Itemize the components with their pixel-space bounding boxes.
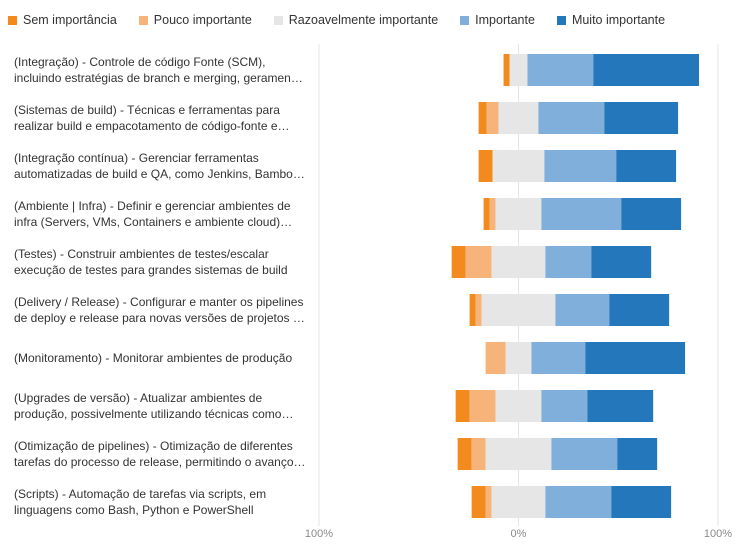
- category-label: (Integração) - Controle de código Fonte …: [14, 54, 303, 86]
- bar-segment[interactable]: [485, 438, 552, 470]
- bar-segment[interactable]: [478, 102, 487, 134]
- x-tick-label: 100%: [704, 528, 732, 540]
- bar-segment[interactable]: [481, 294, 556, 326]
- legend-label: Muito importante: [571, 13, 666, 27]
- bar-segment[interactable]: [538, 102, 605, 134]
- bar-segment[interactable]: [486, 102, 499, 134]
- legend-label: Sem importância: [23, 13, 117, 27]
- legend-item[interactable]: Razoavelmente importante: [273, 13, 439, 27]
- bar-segment[interactable]: [593, 54, 700, 86]
- bar-segment[interactable]: [491, 486, 546, 518]
- bar-segment[interactable]: [527, 54, 594, 86]
- bar-segment[interactable]: [451, 246, 466, 278]
- legend-swatch: [8, 15, 17, 25]
- x-tick-label: 0%: [511, 528, 527, 540]
- bar-segment[interactable]: [541, 198, 622, 230]
- bar-segment[interactable]: [457, 438, 472, 470]
- bar-segment[interactable]: [545, 246, 592, 278]
- legend-swatch: [273, 15, 283, 25]
- bar-segment[interactable]: [469, 294, 476, 326]
- bar-segment[interactable]: [616, 150, 677, 182]
- bar-segment[interactable]: [492, 150, 545, 182]
- bar-segment[interactable]: [509, 54, 528, 86]
- legend-item[interactable]: Importante: [460, 13, 535, 27]
- bar-segment[interactable]: [585, 342, 686, 374]
- bar-segment[interactable]: [471, 486, 486, 518]
- bar-segment[interactable]: [455, 390, 470, 422]
- legend-item[interactable]: Pouco importante: [138, 13, 252, 27]
- bar-segment[interactable]: [495, 198, 542, 230]
- chart-legend: Sem importância Pouco importante Razoavelm…: [8, 10, 665, 30]
- category-label: (Scripts) - Automação de tarefas via scr…: [14, 486, 267, 518]
- bar-segment[interactable]: [621, 198, 682, 230]
- legend-label: Pouco importante: [153, 13, 252, 27]
- bar-segment[interactable]: [617, 438, 658, 470]
- bar-segment[interactable]: [485, 486, 492, 518]
- category-label: (Otimização de pipelines) - Otimização d…: [14, 438, 306, 470]
- bar-segment[interactable]: [555, 294, 610, 326]
- legend-item[interactable]: Muito importante: [556, 13, 666, 27]
- bar-segment[interactable]: [465, 246, 492, 278]
- bar-segment[interactable]: [505, 342, 532, 374]
- bar-segment[interactable]: [611, 486, 672, 518]
- legend-item[interactable]: Sem importância: [8, 13, 117, 27]
- bar-segment[interactable]: [471, 438, 486, 470]
- category-label: (Sistemas de build) - Técnicas e ferrame…: [14, 102, 290, 134]
- bar-segment[interactable]: [551, 438, 618, 470]
- bar-segment[interactable]: [489, 198, 496, 230]
- x-tick-label: 100%: [305, 528, 333, 540]
- bar-segment[interactable]: [604, 102, 679, 134]
- category-label: (Upgrades de versão) - Atualizar ambient…: [14, 390, 294, 422]
- bar-segment[interactable]: [541, 390, 588, 422]
- bar-segment[interactable]: [591, 246, 652, 278]
- category-label: (Delivery / Release) - Configurar e mant…: [14, 294, 305, 326]
- category-label: (Monitoramento) - Monitorar ambientes de…: [14, 350, 293, 365]
- legend-label: Razoavelmente importante: [288, 13, 439, 27]
- category-label: (Testes) - Construir ambientes de testes…: [14, 246, 288, 278]
- legend-swatch: [460, 15, 470, 25]
- bar-segment[interactable]: [544, 150, 617, 182]
- legend-label: Importante: [475, 13, 535, 27]
- bar-segment[interactable]: [491, 246, 546, 278]
- category-label: (Ambiente | Infra) - Definir e gerenciar…: [14, 198, 291, 230]
- bar-segment[interactable]: [503, 54, 510, 86]
- bar-segment[interactable]: [609, 294, 670, 326]
- bar-segment[interactable]: [587, 390, 654, 422]
- bar-segment[interactable]: [469, 390, 496, 422]
- bar-segment[interactable]: [498, 102, 539, 134]
- bar-segment[interactable]: [478, 150, 493, 182]
- bar-segment[interactable]: [483, 198, 490, 230]
- bar-segment[interactable]: [485, 342, 506, 374]
- category-label: (Integração contínua) - Gerenciar ferram…: [14, 150, 305, 182]
- legend-swatch: [138, 15, 148, 25]
- bar-segment[interactable]: [475, 294, 482, 326]
- bar-segment[interactable]: [495, 390, 542, 422]
- legend-swatch: [556, 15, 566, 25]
- bar-segment[interactable]: [531, 342, 586, 374]
- bar-segment[interactable]: [545, 486, 612, 518]
